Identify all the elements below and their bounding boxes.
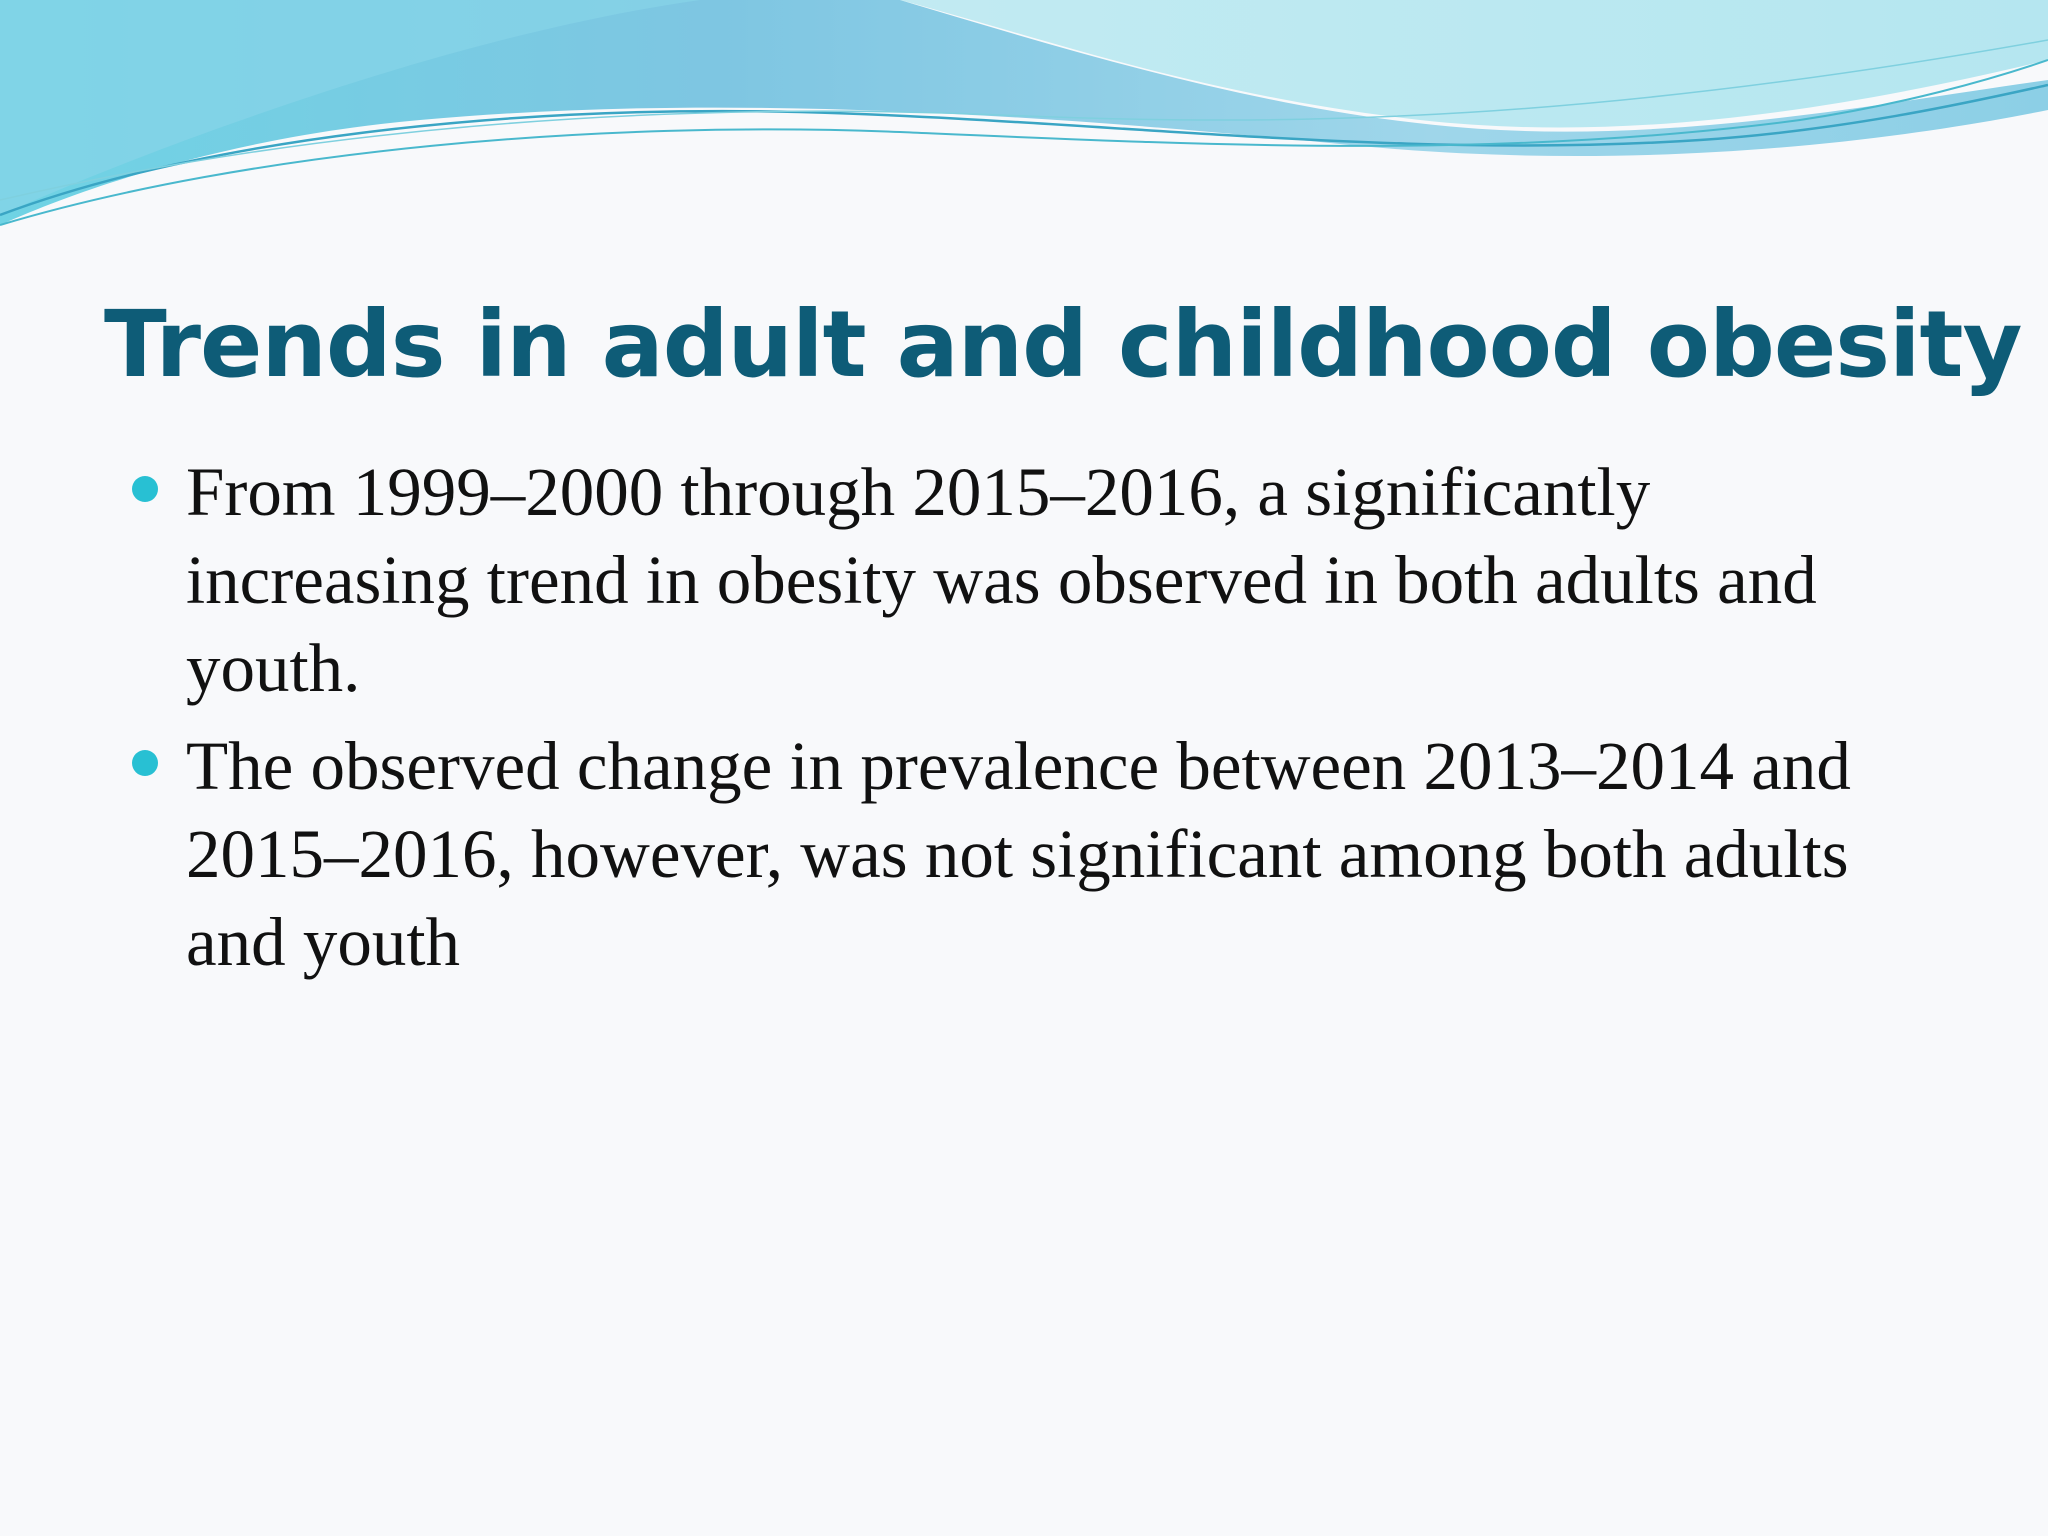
bullet-dot-icon	[132, 476, 158, 502]
bullet-item: From 1999–2000 through 2015–2016, a sign…	[128, 448, 1928, 712]
header-wave-decoration	[0, 0, 2048, 226]
bullet-text: The observed change in prevalence betwee…	[186, 728, 1851, 980]
bullet-text: From 1999–2000 through 2015–2016, a sign…	[186, 454, 1817, 706]
bullet-dot-icon	[132, 750, 158, 776]
bullet-list: From 1999–2000 through 2015–2016, a sign…	[128, 448, 1928, 996]
slide-title: Trends in adult and childhood obesity	[104, 291, 2023, 398]
bullet-item: The observed change in prevalence betwee…	[128, 722, 1928, 986]
